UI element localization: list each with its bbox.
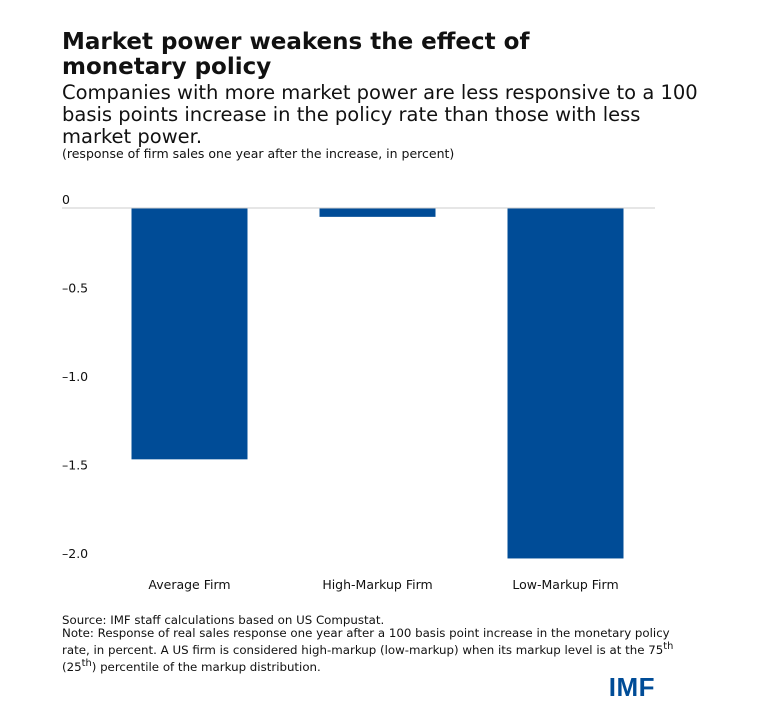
note-text-mid: (25: [62, 659, 82, 674]
chart-subtitle: Companies with more market power are les…: [62, 81, 698, 148]
y-tick-label: –1.5: [62, 458, 88, 473]
x-category-label: High-Markup Firm: [322, 577, 432, 592]
y-tick-label: –0.5: [62, 281, 88, 296]
x-category-label: Average Firm: [148, 577, 230, 592]
superscript-25: th: [81, 657, 92, 669]
bar: [319, 208, 436, 217]
bar-chart: 0 –0.5 –1.0 –1.5 –2.0 Average Firm High-Markup…: [62, 192, 655, 592]
y-tick-label: –1.0: [62, 369, 88, 384]
bar: [507, 208, 624, 559]
imf-logo: IMF: [608, 672, 655, 702]
note-text-start: Note: Response of real sales response on…: [62, 626, 670, 657]
chart-title: Market power weakens the effect of monet…: [62, 29, 530, 80]
y-tick-label: 0: [62, 192, 70, 207]
units-note: (response of firm sales one year after t…: [62, 146, 455, 161]
x-category-label: Low-Markup Firm: [512, 577, 618, 592]
source-line: Source: IMF staff calculations based on …: [62, 613, 385, 627]
note-text-end: ) percentile of the markup distribution.: [91, 659, 321, 674]
note-line: Note: Response of real sales response on…: [62, 627, 682, 674]
y-tick-label: –2.0: [62, 546, 88, 561]
superscript-75: th: [663, 641, 674, 652]
footer-notes: Source: IMF staff calculations based on …: [62, 614, 682, 674]
bar: [131, 208, 248, 460]
